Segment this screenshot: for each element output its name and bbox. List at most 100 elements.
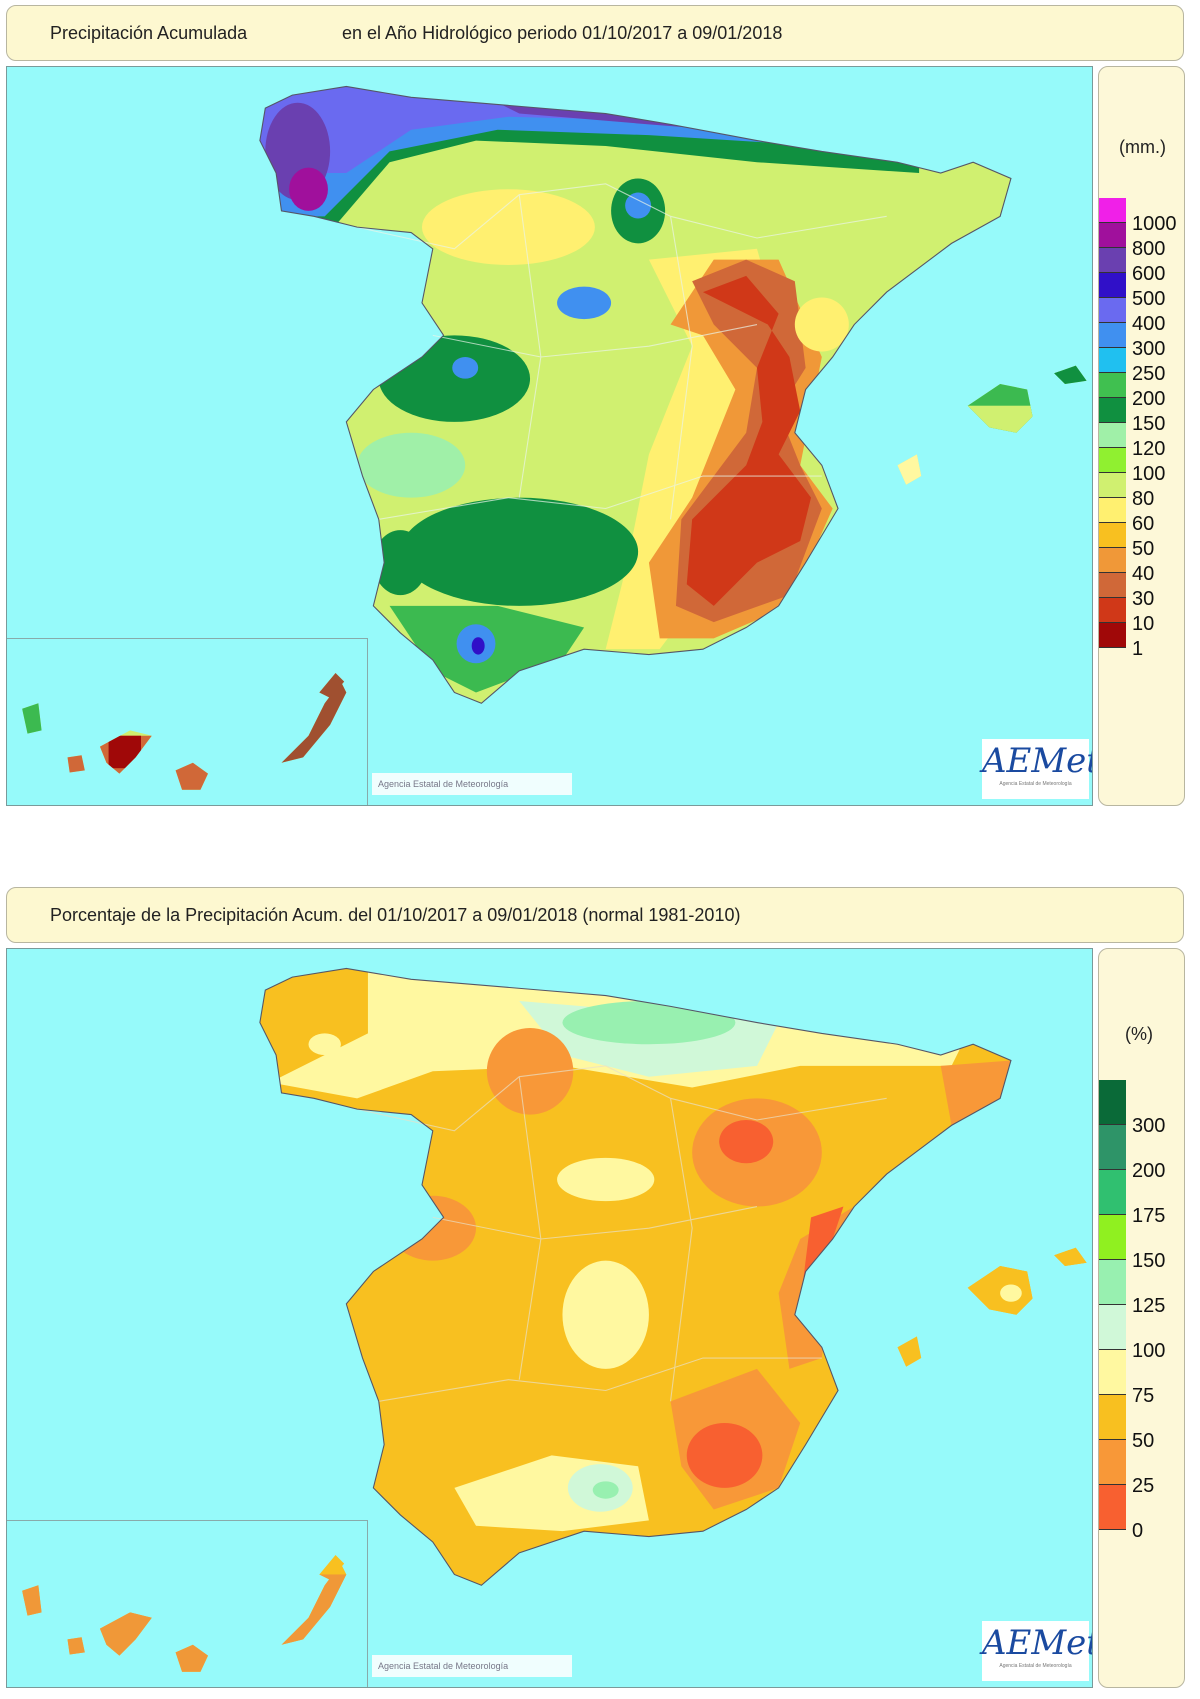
legend-swatch bbox=[1099, 223, 1126, 248]
map2-legend: (%) 300 200 175 150 125 100 75 50 25 0 bbox=[1098, 948, 1185, 1688]
map1-legend-bar: 1000 800 600 500 400 300 250 200 150 120 100 80 60 50… bbox=[1099, 198, 1186, 659]
legend-label: 30 bbox=[1132, 588, 1155, 610]
legend-row: 0 bbox=[1099, 1485, 1186, 1541]
legend-swatch bbox=[1099, 473, 1126, 498]
legend-swatch bbox=[1099, 198, 1126, 223]
map1-copyright: Agencia Estatal de Meteorología bbox=[372, 773, 572, 795]
legend-swatch bbox=[1099, 1485, 1126, 1530]
legend-row: 600 bbox=[1099, 248, 1186, 284]
map1-canary-inset bbox=[7, 638, 368, 805]
legend-row: 250 bbox=[1099, 348, 1186, 384]
legend-label: 0 bbox=[1132, 1520, 1144, 1542]
legend-label: 1 bbox=[1132, 638, 1144, 660]
legend-swatch bbox=[1099, 523, 1126, 548]
map1-precipitation-map: Agencia Estatal de Meteorología AEMet Age… bbox=[6, 66, 1093, 806]
legend-label: 175 bbox=[1132, 1205, 1166, 1227]
map2-title-bar: Porcentaje de la Precipitación Acum. del… bbox=[6, 887, 1184, 943]
legend-label: 10 bbox=[1132, 613, 1155, 635]
map1-legend-unit: (mm.) bbox=[1119, 137, 1166, 157]
legend-label: 120 bbox=[1132, 438, 1166, 460]
legend-row: 60 bbox=[1099, 498, 1186, 534]
legend-label: 150 bbox=[1132, 413, 1166, 435]
legend-swatch bbox=[1099, 598, 1126, 623]
legend-row: 175 bbox=[1099, 1170, 1186, 1226]
legend-swatch bbox=[1099, 498, 1126, 523]
legend-label: 200 bbox=[1132, 388, 1166, 410]
legend-label: 25 bbox=[1132, 1475, 1155, 1497]
legend-row: 1000 bbox=[1099, 198, 1186, 234]
map2-copyright: Agencia Estatal de Meteorología bbox=[372, 1655, 572, 1677]
legend-label: 800 bbox=[1132, 238, 1166, 260]
legend-row: 100 bbox=[1099, 448, 1186, 484]
legend-row: 1 bbox=[1099, 623, 1186, 659]
legend-row: 300 bbox=[1099, 1080, 1186, 1136]
map2-title: Porcentaje de la Precipitación Acum. del… bbox=[50, 905, 741, 925]
legend-label: 50 bbox=[1132, 1430, 1155, 1452]
map1-title-bar: Precipitación Acumulada en el Año Hidrol… bbox=[6, 5, 1184, 61]
map1-legend: (mm.) 1000 800 600 500 400 300 250 200 150 120 100… bbox=[1098, 66, 1185, 806]
legend-row: 50 bbox=[1099, 523, 1186, 559]
legend-label: 50 bbox=[1132, 538, 1155, 560]
map2-aemet-logo: AEMet Agencia Estatal de Meteorología bbox=[982, 1621, 1092, 1681]
legend-row: 300 bbox=[1099, 323, 1186, 359]
legend-swatch bbox=[1099, 273, 1126, 298]
map1-province-borders bbox=[357, 183, 887, 520]
legend-row: 150 bbox=[1099, 1215, 1186, 1271]
legend-swatch bbox=[1099, 1350, 1126, 1395]
legend-swatch bbox=[1099, 1125, 1126, 1170]
legend-swatch bbox=[1099, 323, 1126, 348]
legend-row: 800 bbox=[1099, 223, 1186, 259]
legend-swatch bbox=[1099, 548, 1126, 573]
legend-label: 200 bbox=[1132, 1160, 1166, 1182]
legend-swatch bbox=[1099, 573, 1126, 598]
legend-row: 50 bbox=[1099, 1395, 1186, 1451]
map2-legend-bar: 300 200 175 150 125 100 75 50 25 0 bbox=[1099, 1080, 1186, 1541]
legend-swatch bbox=[1099, 1305, 1126, 1350]
legend-label: 40 bbox=[1132, 563, 1155, 585]
legend-label: 150 bbox=[1132, 1250, 1166, 1272]
legend-row: 500 bbox=[1099, 273, 1186, 309]
legend-label: 250 bbox=[1132, 363, 1166, 385]
legend-swatch bbox=[1099, 1080, 1126, 1125]
legend-label: 300 bbox=[1132, 338, 1166, 360]
map2-province-borders bbox=[357, 1065, 887, 1402]
legend-label: 100 bbox=[1132, 463, 1166, 485]
legend-row: 150 bbox=[1099, 398, 1186, 434]
legend-swatch bbox=[1099, 398, 1126, 423]
legend-label: 500 bbox=[1132, 288, 1166, 310]
map2-canary-inset bbox=[7, 1520, 368, 1687]
map1-title-left: Precipitación Acumulada bbox=[50, 23, 248, 43]
legend-label: 125 bbox=[1132, 1295, 1166, 1317]
legend-label: 300 bbox=[1132, 1115, 1166, 1137]
map1-title-right: en el Año Hidrológico periodo 01/10/2017… bbox=[342, 23, 783, 43]
legend-swatch bbox=[1099, 448, 1126, 473]
legend-swatch bbox=[1099, 1215, 1126, 1260]
legend-row: 400 bbox=[1099, 298, 1186, 334]
legend-swatch bbox=[1099, 298, 1126, 323]
legend-row: 30 bbox=[1099, 573, 1186, 609]
map2-percentage-map: Agencia Estatal de Meteorología AEMet Age… bbox=[6, 948, 1093, 1688]
legend-swatch bbox=[1099, 1260, 1126, 1305]
legend-label: 1000 bbox=[1132, 213, 1177, 235]
legend-label: 80 bbox=[1132, 488, 1155, 510]
legend-label: 60 bbox=[1132, 513, 1155, 535]
legend-label: 100 bbox=[1132, 1340, 1166, 1362]
legend-swatch bbox=[1099, 348, 1126, 373]
legend-row: 80 bbox=[1099, 473, 1186, 509]
legend-row: 10 bbox=[1099, 598, 1186, 634]
legend-row: 125 bbox=[1099, 1260, 1186, 1316]
legend-label: 600 bbox=[1132, 263, 1166, 285]
legend-swatch bbox=[1099, 623, 1126, 648]
legend-label: 75 bbox=[1132, 1385, 1155, 1407]
legend-label: 400 bbox=[1132, 313, 1166, 335]
legend-swatch bbox=[1099, 373, 1126, 398]
legend-row: 75 bbox=[1099, 1350, 1186, 1406]
legend-swatch bbox=[1099, 1170, 1126, 1215]
legend-swatch bbox=[1099, 1395, 1126, 1440]
map2-legend-unit: (%) bbox=[1125, 1024, 1153, 1044]
legend-row: 40 bbox=[1099, 548, 1186, 584]
legend-row: 100 bbox=[1099, 1305, 1186, 1361]
legend-swatch bbox=[1099, 248, 1126, 273]
legend-row: 25 bbox=[1099, 1440, 1186, 1496]
legend-row: 200 bbox=[1099, 1125, 1186, 1181]
